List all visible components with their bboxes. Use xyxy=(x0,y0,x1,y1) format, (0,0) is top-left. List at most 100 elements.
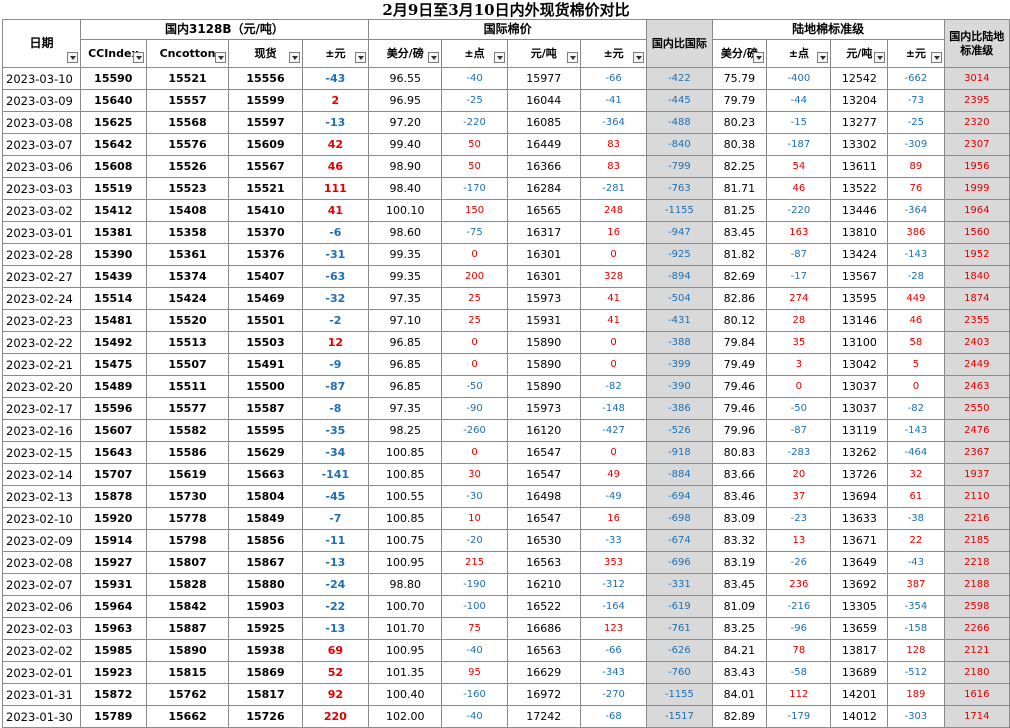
cell-intl-cny[interactable]: 16686 xyxy=(506,617,581,640)
cell-land-cny[interactable]: 13119 xyxy=(830,419,889,442)
cell-diff1[interactable]: 41 xyxy=(301,199,370,222)
cell-date[interactable]: 2023-03-02 xyxy=(2,199,81,222)
cell-intl-diff[interactable]: 328 xyxy=(579,265,648,288)
cell-spot[interactable]: 15567 xyxy=(228,155,303,178)
cell-spot[interactable]: 15629 xyxy=(228,441,303,464)
cell-diff1[interactable]: -24 xyxy=(301,573,370,596)
cell-intl-diff[interactable]: 248 xyxy=(579,199,648,222)
cell-spot[interactable]: 15609 xyxy=(228,133,303,156)
cell-spot[interactable]: 15849 xyxy=(228,507,303,530)
header-spot[interactable]: 现货 xyxy=(228,39,303,68)
cell-land-pt[interactable]: -87 xyxy=(766,419,832,442)
cell-spot[interactable]: 15856 xyxy=(228,529,303,552)
cell-intl-usd[interactable]: 100.70 xyxy=(367,595,443,618)
cell-land-cny[interactable]: 13146 xyxy=(830,309,889,332)
header-diff1[interactable]: ±元 xyxy=(301,39,370,68)
cell-land-diff[interactable]: 189 xyxy=(887,683,945,706)
cell-date[interactable]: 2023-02-17 xyxy=(2,397,81,420)
cell-land-usd[interactable]: 83.09 xyxy=(711,507,768,530)
cell-land-pt[interactable]: -17 xyxy=(766,265,832,288)
cell-date[interactable]: 2023-03-07 xyxy=(2,133,81,156)
cell-intl-cny[interactable]: 17242 xyxy=(506,705,581,728)
cell-cncotton[interactable]: 15361 xyxy=(145,243,230,266)
cell-land-usd[interactable]: 81.09 xyxy=(711,595,768,618)
cell-ccindex[interactable]: 15412 xyxy=(79,199,147,222)
cell-ccindex[interactable]: 15596 xyxy=(79,397,147,420)
cell-land-usd[interactable]: 80.12 xyxy=(711,309,768,332)
cell-date[interactable]: 2023-03-09 xyxy=(2,89,81,112)
cell-date[interactable]: 2023-02-21 xyxy=(2,353,81,376)
cell-cncotton[interactable]: 15521 xyxy=(145,67,230,90)
cell-land-pt[interactable]: -283 xyxy=(766,441,832,464)
cell-cncotton[interactable]: 15424 xyxy=(145,287,230,310)
cell-intl-cny[interactable]: 16301 xyxy=(506,265,581,288)
cell-intl-cny[interactable]: 16085 xyxy=(506,111,581,134)
cell-cncotton[interactable]: 15577 xyxy=(145,397,230,420)
cell-land-cny[interactable]: 13302 xyxy=(830,133,889,156)
cell-land-cny[interactable]: 13522 xyxy=(830,177,889,200)
cell-diff1[interactable]: -13 xyxy=(301,551,370,574)
cell-date[interactable]: 2023-02-20 xyxy=(2,375,81,398)
cell-spot[interactable]: 15501 xyxy=(228,309,303,332)
cell-ccindex[interactable]: 15643 xyxy=(79,441,147,464)
cell-intl-pt[interactable]: 25 xyxy=(441,309,508,332)
cell-land-cny[interactable]: 13424 xyxy=(830,243,889,266)
cell-diff1[interactable]: -13 xyxy=(301,617,370,640)
cell-date[interactable]: 2023-02-09 xyxy=(2,529,81,552)
cell-land-pt[interactable]: -26 xyxy=(766,551,832,574)
cell-intl-cny[interactable]: 16547 xyxy=(506,507,581,530)
cell-date[interactable]: 2023-02-01 xyxy=(2,661,81,684)
header-date[interactable]: 日期 xyxy=(2,19,81,68)
cell-cncotton[interactable]: 15513 xyxy=(145,331,230,354)
cell-land-diff[interactable]: 386 xyxy=(887,221,945,244)
cell-date[interactable]: 2023-02-24 xyxy=(2,287,81,310)
cell-ccindex[interactable]: 15920 xyxy=(79,507,147,530)
cell-compare-intl[interactable]: -947 xyxy=(646,221,713,244)
cell-cncotton[interactable]: 15887 xyxy=(145,617,230,640)
cell-diff1[interactable]: -7 xyxy=(301,507,370,530)
cell-compare-intl[interactable]: -388 xyxy=(646,331,713,354)
cell-diff1[interactable]: -22 xyxy=(301,595,370,618)
cell-intl-cny[interactable]: 15973 xyxy=(506,287,581,310)
cell-land-diff[interactable]: -143 xyxy=(887,419,945,442)
cell-compare-land[interactable]: 1956 xyxy=(943,155,1010,178)
cell-land-pt[interactable]: 274 xyxy=(766,287,832,310)
cell-land-pt[interactable]: 236 xyxy=(766,573,832,596)
cell-intl-cny[interactable]: 16565 xyxy=(506,199,581,222)
cell-spot[interactable]: 15407 xyxy=(228,265,303,288)
cell-compare-land[interactable]: 2307 xyxy=(943,133,1010,156)
cell-intl-cny[interactable]: 16972 xyxy=(506,683,581,706)
cell-diff1[interactable]: 69 xyxy=(301,639,370,662)
cell-spot[interactable]: 15804 xyxy=(228,485,303,508)
cell-intl-pt[interactable]: 215 xyxy=(441,551,508,574)
cell-diff1[interactable]: -6 xyxy=(301,221,370,244)
cell-intl-cny[interactable]: 16563 xyxy=(506,551,581,574)
cell-ccindex[interactable]: 15878 xyxy=(79,485,147,508)
cell-compare-land[interactable]: 2403 xyxy=(943,331,1010,354)
cell-diff1[interactable]: 92 xyxy=(301,683,370,706)
cell-intl-diff[interactable]: 49 xyxy=(579,463,648,486)
cell-compare-land[interactable]: 1616 xyxy=(943,683,1010,706)
filter-dropdown-icon[interactable] xyxy=(493,52,505,63)
cell-intl-usd[interactable]: 98.80 xyxy=(367,573,443,596)
cell-intl-usd[interactable]: 101.70 xyxy=(367,617,443,640)
cell-intl-pt[interactable]: 10 xyxy=(441,507,508,530)
cell-intl-cny[interactable]: 15973 xyxy=(506,397,581,420)
cell-intl-usd[interactable]: 100.85 xyxy=(367,463,443,486)
cell-land-diff[interactable]: -512 xyxy=(887,661,945,684)
cell-land-pt[interactable]: -96 xyxy=(766,617,832,640)
cell-land-diff[interactable]: -354 xyxy=(887,595,945,618)
cell-land-pt[interactable]: -50 xyxy=(766,397,832,420)
cell-land-cny[interactable]: 13037 xyxy=(830,375,889,398)
cell-date[interactable]: 2023-02-28 xyxy=(2,243,81,266)
cell-compare-land[interactable]: 2355 xyxy=(943,309,1010,332)
cell-diff1[interactable]: 220 xyxy=(301,705,370,728)
cell-diff1[interactable]: -34 xyxy=(301,441,370,464)
cell-diff1[interactable]: 42 xyxy=(301,133,370,156)
cell-land-usd[interactable]: 84.01 xyxy=(711,683,768,706)
cell-intl-usd[interactable]: 100.10 xyxy=(367,199,443,222)
cell-cncotton[interactable]: 15730 xyxy=(145,485,230,508)
cell-land-pt[interactable]: 54 xyxy=(766,155,832,178)
cell-land-diff[interactable]: 58 xyxy=(887,331,945,354)
filter-dropdown-icon[interactable] xyxy=(132,52,144,63)
